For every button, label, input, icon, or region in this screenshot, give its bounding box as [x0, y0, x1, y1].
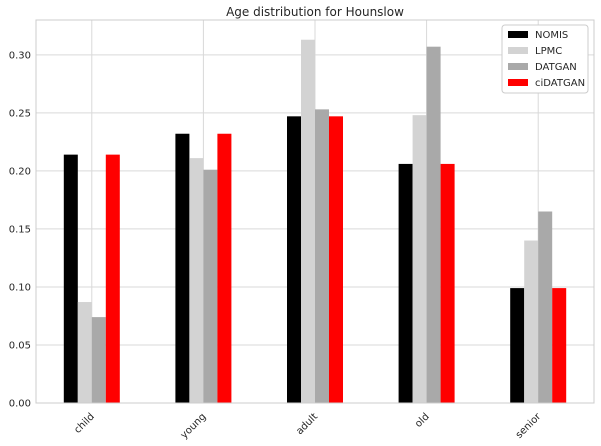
y-tick-labels: 0.00 0.05 0.10 0.15 0.20 0.25 0.30: [9, 50, 31, 409]
legend-items: NOMIS LPMC DATGAN ciDATGAN: [508, 30, 585, 89]
bar-senior-lpmc: [524, 240, 539, 403]
bar-senior-datgan: [538, 211, 553, 403]
bar-adult-lpmc: [301, 39, 315, 403]
y-tick-label: 0.30: [9, 50, 31, 61]
bar-young-datgan: [203, 169, 218, 403]
y-tick-label: 0.10: [9, 282, 31, 293]
legend-swatch: [508, 47, 528, 54]
bar-adult-nomis: [287, 116, 301, 404]
legend-swatch: [508, 31, 528, 38]
bar-senior-nomis: [510, 288, 525, 403]
legend-swatch: [508, 63, 528, 70]
bar-child-datgan: [91, 317, 106, 403]
chart-title: Age distribution for Hounslow: [226, 5, 404, 19]
bars: [63, 39, 567, 404]
bar-old-cidatgan: [440, 163, 455, 403]
legend-label: NOMIS: [535, 30, 568, 41]
bar-child-cidatgan: [105, 154, 120, 403]
y-tick-label: 0.25: [9, 108, 31, 119]
legend-label: DATGAN: [535, 62, 577, 73]
bar-old-datgan: [426, 46, 441, 403]
bar-child-nomis: [63, 154, 78, 403]
y-tick-label: 0.20: [9, 166, 31, 177]
legend-box: [501, 24, 589, 94]
legend-label: ciDATGAN: [535, 78, 585, 89]
bar-adult-cidatgan: [329, 116, 343, 404]
y-tick-label: 0.15: [9, 224, 31, 235]
bar-old-nomis: [398, 163, 413, 403]
y-tick-label: 0.00: [9, 399, 31, 410]
bar-senior-cidatgan: [552, 288, 567, 403]
legend-swatch: [508, 79, 528, 86]
plot-frame: [35, 19, 595, 404]
legend-label: LPMC: [535, 46, 562, 57]
legend: NOMIS LPMC DATGAN ciDATGAN: [501, 24, 589, 94]
bar-child-lpmc: [77, 302, 92, 403]
bar-old-lpmc: [412, 115, 427, 403]
bar-young-nomis: [175, 133, 190, 404]
bar-adult-datgan: [315, 109, 329, 403]
bar-young-lpmc: [189, 158, 204, 403]
y-tick-label: 0.05: [9, 340, 31, 351]
bar-young-cidatgan: [217, 133, 232, 404]
